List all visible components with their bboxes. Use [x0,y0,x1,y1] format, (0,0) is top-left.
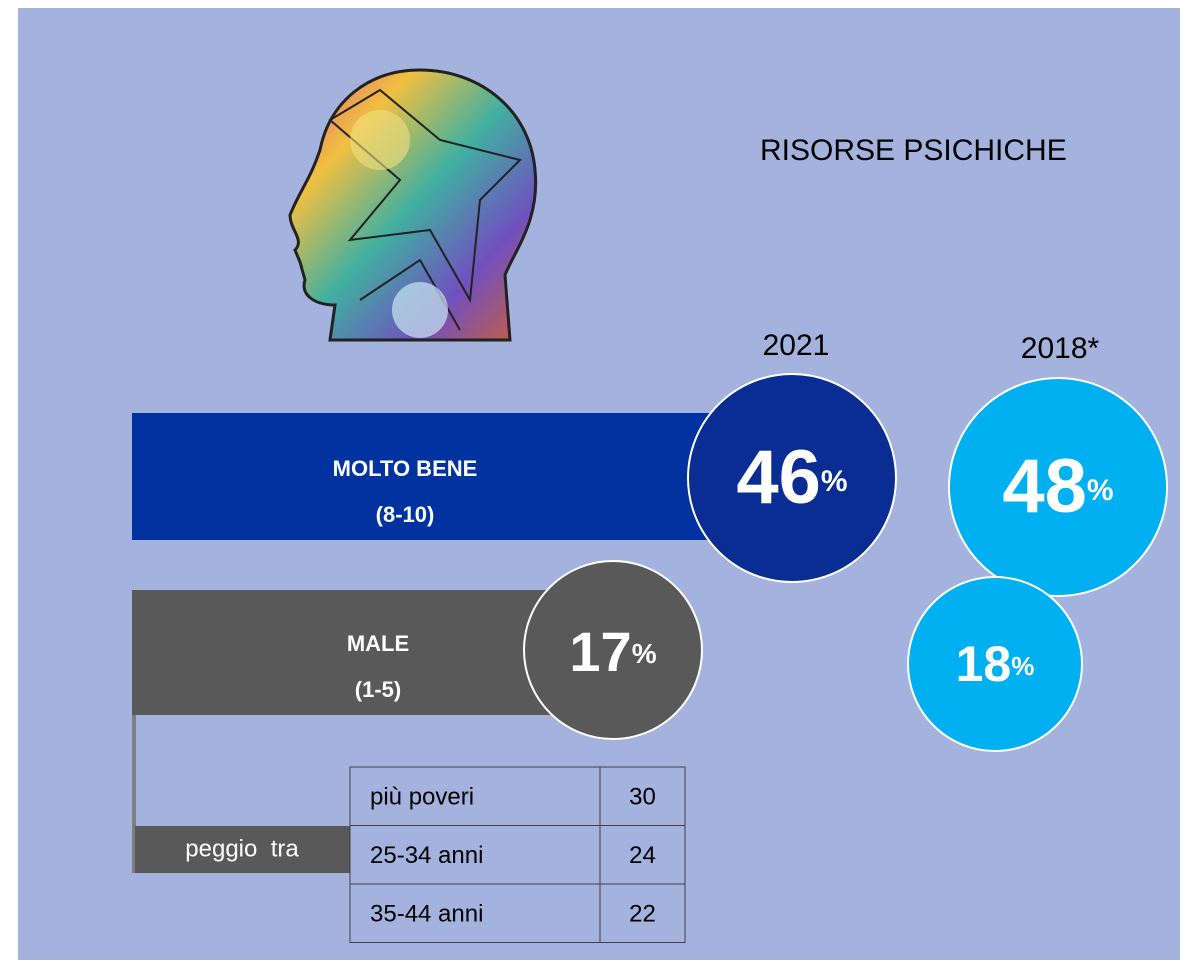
row-label: MOLTO BENE [333,456,478,481]
table-label: più poveri [370,784,474,811]
worse-label: peggio tra [185,835,299,862]
table-value: 30 [629,784,656,811]
page: RISORSE PSICHICHE 2021 2018* MOLTO BENE … [0,0,1198,976]
row-range: (8-10) [376,502,435,527]
year-label: 2018* [1021,332,1100,365]
row-label: MALE [347,631,409,656]
title: RISORSE PSICHICHE [760,134,1067,167]
value: 48 [1002,444,1087,529]
table-value: 24 [629,842,656,869]
unit: % [632,638,657,669]
unit: % [1087,474,1114,507]
row-range: (1-5) [355,677,401,702]
value: 17 [569,620,631,683]
slide: RISORSE PSICHICHE 2021 2018* MOLTO BENE … [0,0,1198,976]
year-label: 2021 [763,329,830,362]
table-label: 25-34 anni [370,842,483,869]
value: 46 [736,435,821,520]
unit: % [1011,651,1034,681]
value: 18 [956,636,1012,692]
table-value: 22 [629,901,656,928]
table-label: 35-44 anni [370,901,483,928]
unit: % [821,465,848,498]
